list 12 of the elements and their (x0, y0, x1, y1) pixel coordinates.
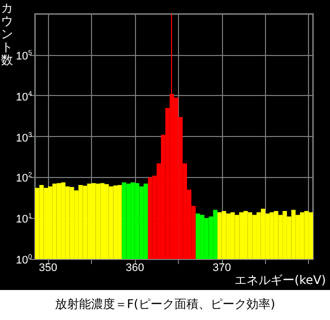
x-axis-title: エネルギー(keV) (234, 272, 326, 289)
y-tick-label: 10$^{1}$ (16, 212, 32, 227)
y-tick-label: 10$^{4}$ (16, 90, 32, 104)
x-tick-label: 350 (38, 262, 58, 275)
y-tick-label: 10$^{2}$ (16, 171, 32, 186)
y-tick-label: 10$^{0}$ (16, 253, 32, 268)
x-tick-label: 360 (124, 262, 146, 275)
y-tick-label: 10$^{3}$ (16, 130, 32, 146)
text: 放射能濃度＝F(ピーク面積、ピーク効率) (54, 296, 276, 313)
y-axis-title: カウント数 (1, 1, 13, 67)
y-tick-label: 10$^{5}$ (16, 48, 32, 64)
x-tick-label: 370 (212, 262, 231, 274)
